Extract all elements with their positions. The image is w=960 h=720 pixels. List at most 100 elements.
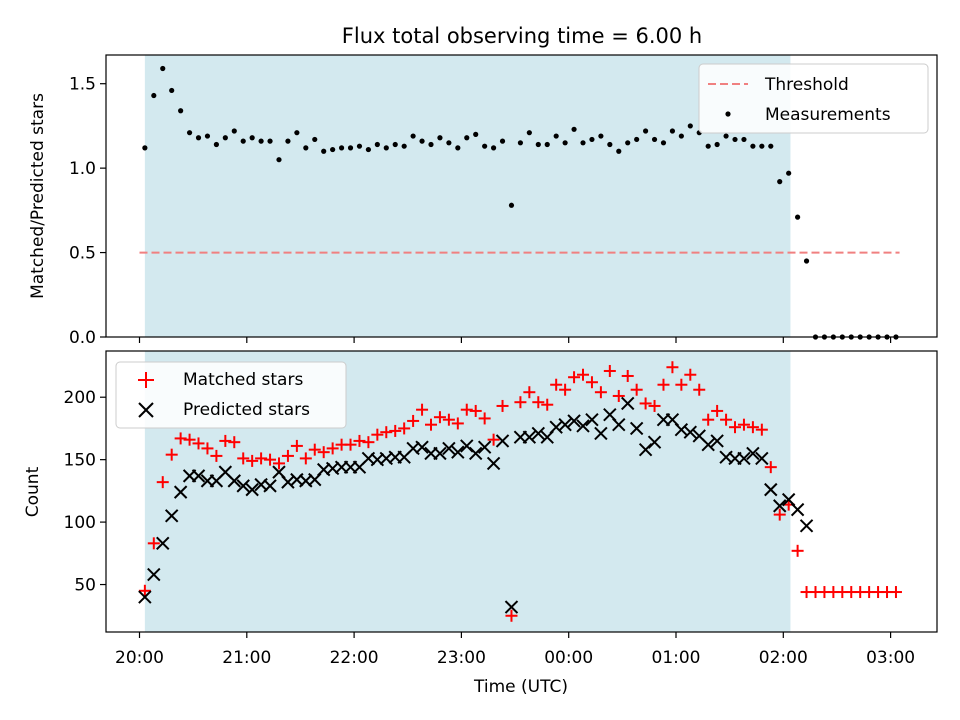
predicted-star-point xyxy=(281,475,295,489)
measurement-point xyxy=(178,108,184,114)
measurement-point xyxy=(508,202,515,208)
predicted-star-marker-b xyxy=(486,456,501,471)
top-x-ticks xyxy=(138,337,892,343)
matched-star-point xyxy=(192,437,205,450)
predicted-star-marker-b xyxy=(147,567,161,582)
matched-star-point xyxy=(550,378,563,391)
predicted-star-point xyxy=(737,451,751,466)
measurement-point xyxy=(142,145,148,151)
predicted-star-marker-b xyxy=(549,420,563,434)
predicted-star-point xyxy=(629,421,644,436)
predicted-star-marker-b xyxy=(468,446,483,461)
matched-star-point xyxy=(138,584,151,597)
predicted-star-marker-b xyxy=(218,465,233,479)
measurement-point xyxy=(401,143,407,149)
x-tick-label: 02:00 xyxy=(759,648,808,668)
predicted-stars-legend-swatch xyxy=(138,402,154,418)
threshold-legend-label: Threshold xyxy=(764,75,849,95)
matched-star-point xyxy=(675,378,688,391)
bottom-y-tick-label: 100 xyxy=(64,513,96,533)
matched-stars-layer xyxy=(138,361,902,622)
x-tick-label: 23:00 xyxy=(437,648,486,668)
measurement-point xyxy=(437,135,443,141)
matched-star-point xyxy=(299,452,312,465)
x-tick-label: 01:00 xyxy=(652,648,701,668)
measurement-point xyxy=(750,143,756,149)
predicted-star-point xyxy=(567,414,581,428)
predicted-star-marker-b xyxy=(379,451,393,466)
predicted-star-marker-b xyxy=(477,440,492,454)
matched-star-point xyxy=(424,418,437,431)
predicted-star-point xyxy=(683,425,698,439)
predicted-star-point xyxy=(799,519,814,533)
matched-star-point xyxy=(228,436,241,449)
x-tick-label: 21:00 xyxy=(222,648,271,668)
measurement-point xyxy=(419,138,425,144)
predicted-star-marker-b xyxy=(495,434,510,448)
measurement-point xyxy=(499,138,506,144)
predicted-star-marker-b xyxy=(567,414,581,428)
predicted-star-point xyxy=(433,446,447,461)
measurement-point xyxy=(347,145,354,151)
matched-star-point xyxy=(648,399,661,412)
predicted-star-marker-b xyxy=(325,461,340,476)
measurement-point xyxy=(365,146,372,153)
measurement-point xyxy=(151,92,157,99)
predicted-star-marker-b xyxy=(272,465,286,479)
matched-star-point xyxy=(541,398,554,411)
predicted-star-point xyxy=(585,412,599,427)
matched-star-point xyxy=(344,438,357,451)
measurement-point xyxy=(186,130,193,136)
predicted-star-marker-b xyxy=(236,479,250,493)
matched-star-point xyxy=(246,454,259,467)
measurement-point xyxy=(383,145,389,151)
measurement-point xyxy=(642,128,649,134)
matched-star-point xyxy=(737,418,750,431)
predicted-star-marker-b xyxy=(701,437,715,452)
predicted-star-point xyxy=(504,600,519,614)
matched-star-point xyxy=(478,412,491,425)
top-y-tick-label: 1.5 xyxy=(69,75,96,95)
predicted-star-marker-b xyxy=(683,425,698,439)
predicted-star-point xyxy=(576,419,590,433)
matched-star-point xyxy=(308,443,321,456)
predicted-star-point xyxy=(263,479,277,493)
predicted-star-point xyxy=(468,446,483,461)
measurement-point xyxy=(526,130,532,136)
matched-star-point xyxy=(594,386,607,399)
bottom-y-axis-label: Count xyxy=(23,466,43,517)
matched-star-point xyxy=(290,439,303,452)
matched-star-point xyxy=(165,448,178,461)
predicted-star-point xyxy=(460,439,474,453)
top-shaded-interval xyxy=(144,55,791,337)
matched-star-point xyxy=(711,404,724,417)
predicted-star-marker-b xyxy=(621,396,635,411)
matched-star-point xyxy=(603,364,616,377)
matched-star-point xyxy=(755,423,768,436)
predicted-star-marker-b xyxy=(191,469,206,483)
predicted-star-marker-b xyxy=(638,442,653,457)
measurement-point xyxy=(553,133,559,139)
measurement-point xyxy=(803,258,810,264)
predicted-star-point xyxy=(746,446,760,461)
measurement-point xyxy=(517,140,524,146)
measurement-point xyxy=(455,145,461,151)
measurement-point xyxy=(571,126,577,132)
matched-star-point xyxy=(729,421,742,434)
top-y-axis-label: Matched/Predicted stars xyxy=(28,93,48,299)
matched-star-point xyxy=(764,461,777,474)
matched-star-point xyxy=(317,446,330,459)
bottom-legend: Matched stars Predicted stars xyxy=(115,361,347,429)
predicted-star-point xyxy=(612,417,626,432)
measurement-point xyxy=(544,141,550,148)
measurement-point xyxy=(338,145,345,151)
predicted-star-point xyxy=(755,451,769,466)
measurement-point xyxy=(464,135,470,141)
measurement-point xyxy=(732,136,738,143)
predicted-star-point xyxy=(245,482,259,497)
matched-star-point xyxy=(147,537,160,550)
predicted-stars-layer xyxy=(138,396,814,614)
matched-star-point xyxy=(568,371,581,384)
measurement-point xyxy=(607,141,613,148)
measurement-point xyxy=(267,138,273,144)
